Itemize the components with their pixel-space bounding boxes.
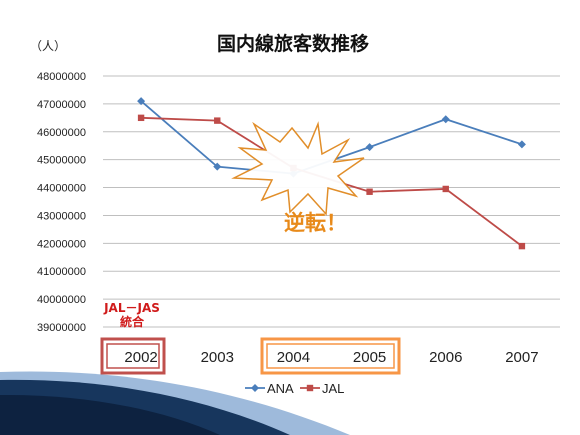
grid-lines	[103, 75, 560, 328]
chart-title: 国内線旅客数推移	[217, 32, 369, 55]
legend-marker-ana	[251, 384, 259, 392]
y-tick-label: 45000000	[37, 155, 86, 167]
data-point-jal	[366, 188, 373, 195]
x-tick-label: 2003	[201, 349, 234, 366]
data-point-jal	[137, 114, 145, 122]
data-point-ana	[213, 162, 222, 171]
data-point-jal	[518, 242, 526, 250]
explosion-burst-icon	[231, 121, 365, 216]
y-tick-label: 39000000	[37, 322, 86, 334]
y-axis-ticks: 39000000 40000000 41000000 42000000 43000000…	[37, 71, 86, 334]
data-point-ana	[137, 97, 146, 106]
legend-marker-jal	[306, 384, 314, 392]
y-tick-label: 46000000	[37, 127, 86, 139]
data-point-ana	[517, 140, 526, 149]
y-tick-label: 42000000	[37, 238, 86, 250]
legend-label-ana: ANA	[267, 381, 294, 396]
data-point-jal	[442, 185, 449, 193]
data-point-jal	[214, 117, 221, 124]
y-tick-label: 47000000	[37, 99, 86, 111]
highlight-2002-box	[100, 337, 166, 375]
x-tick-label: 2006	[429, 349, 462, 366]
y-axis-unit-label: （人）	[30, 39, 66, 53]
y-tick-label: 48000000	[37, 71, 86, 83]
x-tick-label: 2005	[353, 349, 386, 366]
y-tick-label: 40000000	[37, 294, 86, 306]
x-tick-label: 2004	[277, 349, 310, 366]
x-tick-label: 2002	[124, 349, 157, 366]
y-tick-label: 41000000	[37, 266, 86, 278]
legend-label-jal: JAL	[322, 381, 344, 396]
data-point-ana	[441, 115, 450, 124]
merger-note-line2: 統合	[120, 314, 145, 329]
data-point-ana	[365, 143, 374, 152]
reversal-annotation: 逆転！	[284, 211, 347, 235]
y-tick-label: 43000000	[37, 210, 86, 222]
slide-swoosh-decoration	[0, 371, 350, 435]
x-tick-label: 2007	[505, 349, 538, 366]
highlight-2004-2005-box	[260, 337, 401, 375]
merger-note-line1: JAL－JAS	[103, 301, 160, 315]
legend: ANA JAL	[245, 381, 344, 396]
x-axis-ticks: 2002 2003 2004 2005 2006 2007	[124, 349, 538, 366]
y-tick-label: 44000000	[37, 183, 86, 195]
